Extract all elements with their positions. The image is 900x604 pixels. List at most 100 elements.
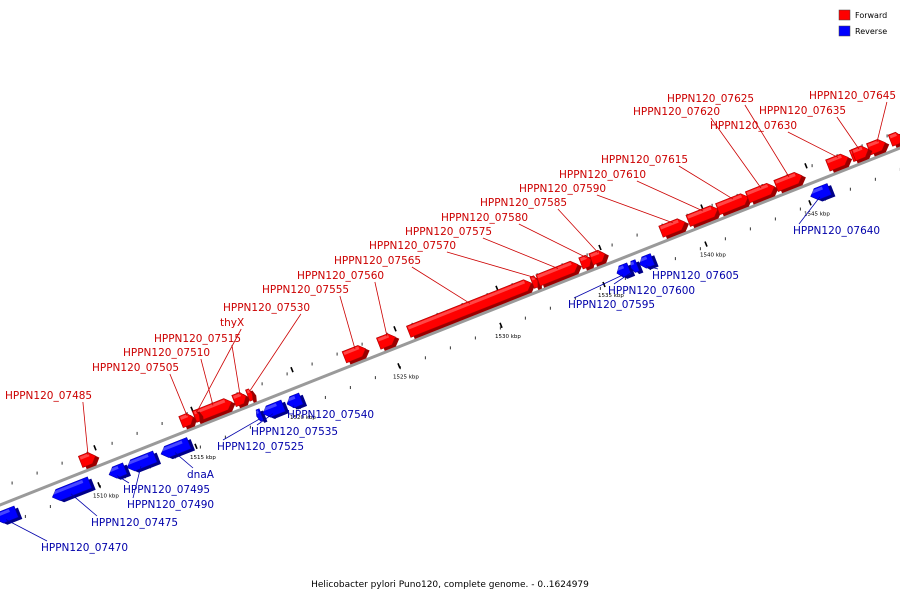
gene-label-hppn120-07645[interactable]: HPPN120_07645 xyxy=(809,90,896,102)
gene-hppn120-07640[interactable] xyxy=(808,182,836,204)
leader-line xyxy=(222,418,260,441)
gene-hppn120-07485[interactable] xyxy=(77,449,101,470)
gene-body xyxy=(52,476,93,501)
gene-label-hppn120-07560[interactable]: HPPN120_07560 xyxy=(297,270,384,282)
gene-hppn120-07565[interactable] xyxy=(406,276,537,340)
leader-line xyxy=(292,405,295,409)
gene-hppn120-07540[interactable] xyxy=(285,392,308,413)
gene-hppn120-07600[interactable] xyxy=(629,259,644,277)
gene-label-hppn120-07535[interactable]: HPPN120_07535 xyxy=(251,426,338,438)
gene-highlight xyxy=(687,206,712,219)
leader-line xyxy=(231,344,241,395)
gene-hppn120-07515[interactable] xyxy=(231,390,252,410)
gene-highlight xyxy=(716,194,743,207)
leader-line xyxy=(82,401,89,455)
leader-line xyxy=(256,413,274,426)
gene-hppn120-07625[interactable] xyxy=(773,169,808,194)
gene-hppn120-07575[interactable] xyxy=(535,258,584,289)
gene-label-hppn120-07625[interactable]: HPPN120_07625 xyxy=(667,93,754,105)
gene-hppn120-07645[interactable] xyxy=(866,136,891,158)
gene-label-hppn120-07570[interactable]: HPPN120_07570 xyxy=(369,240,456,252)
gene-hppn120-07470[interactable] xyxy=(0,505,23,528)
gene-label-hppn120-07615[interactable]: HPPN120_07615 xyxy=(601,154,688,166)
gene-label-hppn120-07490[interactable]: HPPN120_07490 xyxy=(127,499,214,511)
gene-unlabeled-feature[interactable] xyxy=(850,143,874,164)
gene-label-hppn120-07640[interactable]: HPPN120_07640 xyxy=(793,225,880,237)
gene-body xyxy=(178,413,194,429)
gene-unlabeled-feature[interactable] xyxy=(887,130,900,149)
gene-label-hppn120-07495[interactable]: HPPN120_07495 xyxy=(123,484,210,496)
gene-hppn120-07505[interactable] xyxy=(178,411,199,431)
gene-label-hppn120-07505[interactable]: HPPN120_07505 xyxy=(92,362,179,374)
gene-body xyxy=(77,452,96,468)
genome-backbone xyxy=(0,146,900,507)
gene-label-hppn120-07515[interactable]: HPPN120_07515 xyxy=(154,333,241,345)
major-tick xyxy=(93,445,97,451)
legend-label-reverse: Reverse xyxy=(855,27,887,36)
gene-body xyxy=(825,153,849,172)
gene-label-hppn120-07635[interactable]: HPPN120_07635 xyxy=(759,105,846,117)
tick-label: 1530 kbp xyxy=(495,334,521,340)
leader-line xyxy=(116,475,130,484)
gene-body xyxy=(810,183,832,201)
gene-highlight xyxy=(0,509,10,518)
gene-body xyxy=(715,193,749,216)
major-tick xyxy=(393,326,397,332)
gene-hppn120-07595[interactable] xyxy=(615,262,636,282)
gene-highlight xyxy=(108,466,119,473)
gene-label-hppn120-07470[interactable]: HPPN120_07470 xyxy=(41,542,128,554)
gene-hppn120-07610[interactable] xyxy=(685,202,724,229)
gene-hppn120-07560[interactable] xyxy=(376,330,401,352)
gene-label-dnaa[interactable]: dnaA xyxy=(187,469,215,481)
gene-label-hppn120-07600[interactable]: HPPN120_07600 xyxy=(608,285,695,297)
gene-label-hppn120-07620[interactable]: HPPN120_07620 xyxy=(633,106,720,118)
gene-hppn120-07585[interactable] xyxy=(588,247,611,268)
gene-label-hppn120-07595[interactable]: HPPN120_07595 xyxy=(568,299,655,311)
gene-label-hppn120-07510[interactable]: HPPN120_07510 xyxy=(123,347,210,359)
gene-hppn120-07615[interactable] xyxy=(715,190,754,217)
gene-label-hppn120-07485[interactable]: HPPN120_07485 xyxy=(5,390,92,402)
gene-highlight xyxy=(377,334,390,342)
leader-line xyxy=(196,328,242,412)
gene-hppn120-07475[interactable] xyxy=(50,476,96,506)
gene-label-hppn120-07585[interactable]: HPPN120_07585 xyxy=(480,197,567,209)
gene-hppn120-07620[interactable] xyxy=(744,180,780,206)
gene-body xyxy=(231,392,247,408)
gene-label-hppn120-07590[interactable]: HPPN120_07590 xyxy=(519,183,606,195)
gene-label-hppn120-07605[interactable]: HPPN120_07605 xyxy=(652,270,739,282)
gene-label-hppn120-07580[interactable]: HPPN120_07580 xyxy=(441,212,528,224)
gene-shadow xyxy=(259,410,268,423)
gene-thyx[interactable] xyxy=(192,408,205,425)
gene-highlight xyxy=(638,256,648,263)
gene-label-hppn120-07575[interactable]: HPPN120_07575 xyxy=(405,226,492,238)
gene-label-hppn120-07630[interactable]: HPPN120_07630 xyxy=(710,120,797,132)
gene-body xyxy=(850,145,869,162)
gene-body xyxy=(773,172,803,193)
gene-label-hppn120-07610[interactable]: HPPN120_07610 xyxy=(559,169,646,181)
leader-line xyxy=(876,101,888,143)
gene-highlight xyxy=(660,219,679,230)
gene-highlight xyxy=(126,454,149,466)
gene-label-hppn120-07555[interactable]: HPPN120_07555 xyxy=(262,284,349,296)
gene-label-thyx[interactable]: thyX xyxy=(220,317,244,329)
gene-hppn120-07630[interactable] xyxy=(825,151,855,174)
leader-line xyxy=(518,223,587,258)
gene-body xyxy=(744,182,775,204)
leader-line xyxy=(636,180,704,212)
gene-label-hppn120-07565[interactable]: HPPN120_07565 xyxy=(334,255,421,267)
gene-hppn120-07590[interactable] xyxy=(658,215,691,240)
gene-label-hppn120-07475[interactable]: HPPN120_07475 xyxy=(91,517,178,529)
legend-swatch-forward xyxy=(838,9,851,21)
gene-label-hppn120-07530[interactable]: HPPN120_07530 xyxy=(223,302,310,314)
gene-highlight xyxy=(867,140,880,148)
gene-highlight xyxy=(889,133,897,139)
gene-hppn120-07525[interactable] xyxy=(254,408,268,425)
gene-label-hppn120-07540[interactable]: HPPN120_07540 xyxy=(287,409,374,421)
gene-hppn120-07555[interactable] xyxy=(341,342,372,366)
gene-hppn120-07490[interactable] xyxy=(125,450,162,476)
leader-line xyxy=(596,194,674,224)
leader-line xyxy=(482,237,559,269)
gene-label-hppn120-07525[interactable]: HPPN120_07525 xyxy=(217,441,304,453)
gene-dnaa[interactable] xyxy=(159,436,196,462)
gene-hppn120-07530[interactable] xyxy=(245,387,258,404)
